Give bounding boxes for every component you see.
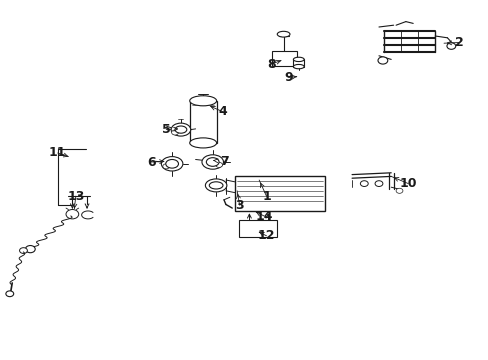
Ellipse shape [161,157,183,171]
Ellipse shape [171,123,190,136]
Ellipse shape [189,96,216,106]
Ellipse shape [189,138,216,148]
Bar [272,51,296,66]
Ellipse shape [293,64,304,69]
Ellipse shape [209,182,223,189]
Circle shape [395,188,402,193]
Circle shape [66,210,79,219]
Circle shape [6,291,14,297]
Text: 3: 3 [235,199,244,212]
Circle shape [374,181,382,186]
Text: 14: 14 [255,210,272,222]
Circle shape [446,43,455,49]
Ellipse shape [165,159,178,168]
Circle shape [377,57,387,64]
Ellipse shape [206,158,219,166]
Bar [189,101,216,143]
Ellipse shape [293,57,304,62]
Text: 11: 11 [49,147,66,159]
Text: 13: 13 [67,190,84,203]
Bar [234,176,325,211]
Text: 5: 5 [162,123,170,136]
Text: 12: 12 [257,229,275,242]
Text: 9: 9 [284,71,292,84]
Text: 7: 7 [220,155,229,168]
Circle shape [20,248,27,253]
Circle shape [163,164,169,169]
Text: 1: 1 [262,190,270,203]
Text: 6: 6 [147,156,156,168]
Circle shape [215,162,222,167]
Text: 2: 2 [454,36,463,49]
Ellipse shape [202,155,223,169]
Bar [238,220,276,237]
Circle shape [360,181,367,186]
Circle shape [171,130,178,135]
Circle shape [25,246,35,253]
Ellipse shape [277,31,289,37]
Text: 10: 10 [399,177,416,190]
Text: 4: 4 [218,105,226,118]
Ellipse shape [205,179,226,192]
Bar [293,59,304,67]
Text: 8: 8 [266,58,275,71]
Ellipse shape [175,126,186,133]
